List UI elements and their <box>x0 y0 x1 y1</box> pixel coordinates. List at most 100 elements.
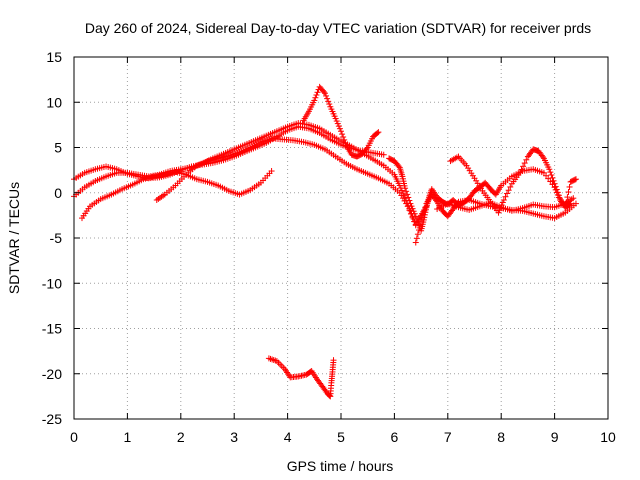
data-point <box>498 202 505 209</box>
data-point <box>335 123 342 130</box>
x-tick-label: 0 <box>70 429 78 445</box>
data-point <box>564 194 571 201</box>
data-point <box>409 214 416 221</box>
data-point <box>268 168 275 175</box>
data-point <box>421 214 428 221</box>
x-tick-label: 6 <box>391 429 399 445</box>
data-point <box>330 357 337 364</box>
data-point <box>546 166 553 173</box>
data-point <box>547 169 554 176</box>
data-point <box>408 203 415 210</box>
data-point <box>403 188 410 195</box>
series-trace-c <box>79 168 275 222</box>
data-point <box>566 183 573 190</box>
y-tick-label: -15 <box>42 321 62 337</box>
data-point <box>406 197 413 204</box>
data-point <box>332 115 339 122</box>
data-point <box>333 118 340 125</box>
chart-title: Day 260 of 2024, Sidereal Day-to-day VTE… <box>85 20 591 36</box>
axis-ticks <box>73 56 609 420</box>
data-point <box>571 176 578 183</box>
data-point <box>553 189 560 196</box>
y-tick-label: -20 <box>42 366 62 382</box>
data-point <box>380 151 387 158</box>
x-axis-label: GPS time / hours <box>287 458 394 474</box>
x-tick-label: 10 <box>600 429 616 445</box>
data-point <box>334 120 341 127</box>
data-point <box>406 207 413 214</box>
data-point <box>499 199 506 206</box>
series-trace-j <box>265 355 337 400</box>
data-point <box>565 189 572 196</box>
data-point <box>572 176 579 183</box>
x-tick-label: 9 <box>551 429 559 445</box>
data-point <box>338 128 344 135</box>
data-point <box>520 163 527 170</box>
data-point <box>413 235 420 242</box>
x-tick-label: 8 <box>497 429 505 445</box>
data-point <box>324 95 331 102</box>
data-point <box>550 177 557 184</box>
data-point <box>420 216 427 223</box>
data-point <box>314 89 321 96</box>
data-point <box>521 160 528 167</box>
x-tick-label: 5 <box>337 429 345 445</box>
data-point <box>554 191 561 198</box>
data-point <box>551 184 558 191</box>
data-point <box>555 194 562 201</box>
data-point <box>548 172 555 179</box>
data-point <box>495 209 502 216</box>
data-point <box>552 186 559 193</box>
data-point <box>342 139 349 146</box>
data-point <box>375 129 382 136</box>
series-trace-d <box>153 135 419 229</box>
x-tick-label: 4 <box>284 429 292 445</box>
data-point <box>500 196 507 203</box>
data-point <box>539 153 546 160</box>
data-point <box>412 213 419 220</box>
data-point <box>415 221 422 228</box>
data-point <box>422 206 429 213</box>
data-point <box>340 134 347 141</box>
data-point <box>407 200 414 207</box>
data-point <box>325 98 332 105</box>
y-tick-label: 15 <box>46 49 62 65</box>
y-axis-label: SDTVAR / TECUs <box>6 182 22 294</box>
data-point <box>410 208 417 215</box>
data-point <box>549 174 556 181</box>
data-point <box>414 231 421 238</box>
data-point <box>567 200 574 207</box>
y-tick-label: -5 <box>50 230 63 246</box>
data-point <box>402 185 409 192</box>
data-point <box>413 216 420 223</box>
x-tick-label: 2 <box>177 429 185 445</box>
data-point <box>570 195 577 202</box>
data-point <box>566 201 573 208</box>
data-point <box>409 205 416 212</box>
x-tick-label: 3 <box>230 429 238 445</box>
y-tick-label: 10 <box>46 94 62 110</box>
data-point <box>505 187 512 194</box>
data-point <box>496 207 503 214</box>
data-point <box>321 90 328 97</box>
x-tick-label: 7 <box>444 429 452 445</box>
data-point <box>504 190 511 197</box>
data-point <box>502 193 509 200</box>
data-point <box>412 239 419 246</box>
data-point <box>405 194 412 201</box>
data-point <box>497 204 504 211</box>
data-point <box>414 219 421 226</box>
y-tick-label: 5 <box>54 140 62 156</box>
data-point <box>326 101 333 108</box>
data-point <box>421 211 428 218</box>
data-point <box>422 209 429 216</box>
data-points <box>71 83 579 400</box>
data-point <box>395 163 402 170</box>
grid-lines <box>74 57 608 419</box>
data-point <box>312 94 319 101</box>
data-point <box>313 92 320 99</box>
data-point <box>311 97 318 104</box>
x-tick-label: 1 <box>124 429 132 445</box>
data-point <box>320 88 327 95</box>
